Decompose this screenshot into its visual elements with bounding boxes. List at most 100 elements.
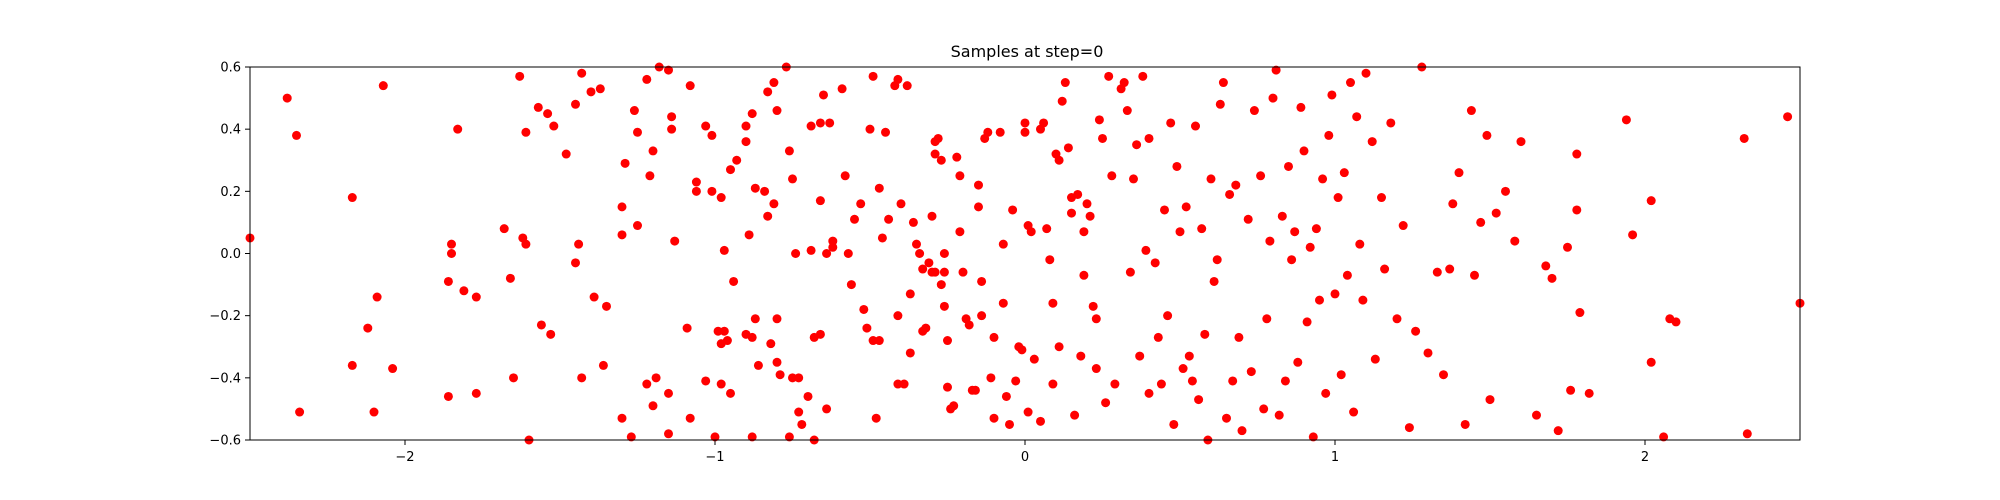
scatter-point — [1284, 161, 1293, 171]
scatter-point — [471, 292, 481, 302]
scatter-point — [772, 314, 782, 324]
scatter-point — [443, 276, 453, 286]
scatter-point — [1783, 112, 1793, 122]
scatter-point — [707, 130, 717, 140]
y-tick-label: 0.2 — [220, 185, 241, 200]
scatter-point — [1036, 416, 1045, 426]
scatter-point — [902, 81, 912, 91]
scatter-point — [1482, 130, 1492, 140]
scatter-point — [1163, 311, 1173, 321]
scatter-point — [282, 93, 292, 103]
scatter-point — [1020, 127, 1030, 137]
scatter-point — [952, 152, 962, 162]
scatter-point — [1181, 202, 1191, 212]
scatter-point — [1466, 106, 1476, 116]
scatter-point — [617, 202, 627, 212]
scatter-point — [1541, 261, 1551, 271]
scatter-point — [691, 177, 701, 187]
scatter-point — [713, 326, 723, 336]
scatter-point — [1042, 224, 1052, 234]
scatter-point — [378, 81, 388, 91]
scatter-point — [930, 267, 940, 277]
scatter-point — [850, 214, 859, 224]
scatter-point — [1290, 227, 1300, 237]
scatter-point — [1073, 189, 1083, 199]
scatter-point — [1129, 174, 1138, 184]
scatter-point — [884, 214, 894, 224]
scatter-point — [918, 264, 928, 274]
scatter-point — [521, 127, 531, 137]
scatter-point — [806, 121, 816, 131]
scatter-point — [1516, 137, 1526, 147]
scatter-point — [1206, 174, 1216, 184]
scatter-point — [924, 258, 934, 268]
scatter-point — [561, 149, 571, 159]
scatter-point — [1584, 388, 1594, 398]
scatter-point — [859, 304, 869, 314]
scatter-point — [977, 276, 987, 286]
scatter-point — [815, 196, 825, 206]
scatter-point — [797, 419, 807, 429]
scatter-point — [1330, 289, 1340, 299]
scatter-point — [685, 413, 695, 423]
scatter-point — [295, 407, 305, 417]
scatter-point — [1150, 258, 1160, 268]
scatter-point — [958, 267, 968, 277]
scatter-point — [772, 357, 782, 367]
scatter-point — [763, 87, 773, 97]
scatter-point — [1404, 423, 1414, 433]
scatter-point — [1063, 143, 1073, 153]
scatter-point — [577, 68, 587, 78]
y-axis: −0.6 −0.4 −0.2 0.0 0.2 0.4 0.6 — [209, 61, 250, 449]
scatter-point — [1153, 332, 1163, 342]
scatter-point — [1315, 295, 1324, 305]
scatter-point — [1445, 264, 1455, 274]
scatter-point — [763, 211, 773, 221]
scatter-point — [1339, 168, 1349, 178]
scatter-point — [865, 124, 875, 134]
scatter-point — [747, 109, 757, 119]
scatter-point — [1262, 314, 1272, 324]
scatter-point — [617, 413, 627, 423]
scatter-point — [664, 429, 673, 439]
scatter-point — [347, 360, 357, 370]
scatter-point — [1380, 264, 1390, 274]
scatter-point — [1178, 364, 1188, 374]
scatter-point — [1076, 351, 1086, 361]
scatter-point — [784, 432, 794, 442]
scatter-point — [1104, 71, 1114, 81]
y-tick-label: −0.4 — [209, 371, 241, 386]
scatter-point — [1169, 419, 1179, 429]
scatter-point — [905, 348, 915, 358]
plot-frame — [249, 66, 1801, 441]
scatter-point — [664, 65, 673, 75]
scatter-point — [1082, 199, 1092, 209]
scatter-point — [874, 183, 884, 193]
scatter-point — [1575, 308, 1585, 318]
scatter-point — [936, 155, 946, 165]
scatter-point — [989, 332, 999, 342]
scatter-point — [691, 186, 701, 196]
scatter-point — [822, 249, 832, 258]
scatter-point — [1234, 332, 1244, 342]
scatter-point — [1091, 364, 1101, 374]
scatter-point — [927, 211, 937, 221]
scatter-point — [1361, 68, 1371, 78]
scatter-point — [1091, 314, 1101, 324]
scatter-point — [939, 267, 949, 277]
scatter-point — [577, 373, 587, 383]
scatter-point — [1054, 155, 1064, 165]
scatter-point — [1243, 214, 1253, 224]
scatter-point — [760, 186, 770, 196]
scatter-point — [766, 339, 776, 349]
scatter-point — [453, 124, 463, 134]
y-tick-label: −0.2 — [209, 309, 241, 324]
scatter-point — [1023, 407, 1033, 417]
scatter-point — [1370, 354, 1380, 364]
scatter-point — [645, 171, 655, 181]
scatter-point — [1135, 351, 1145, 361]
scatter-point — [1296, 102, 1306, 112]
scatter-point — [536, 320, 546, 330]
scatter-point — [292, 130, 301, 140]
scatter-point — [741, 121, 751, 131]
